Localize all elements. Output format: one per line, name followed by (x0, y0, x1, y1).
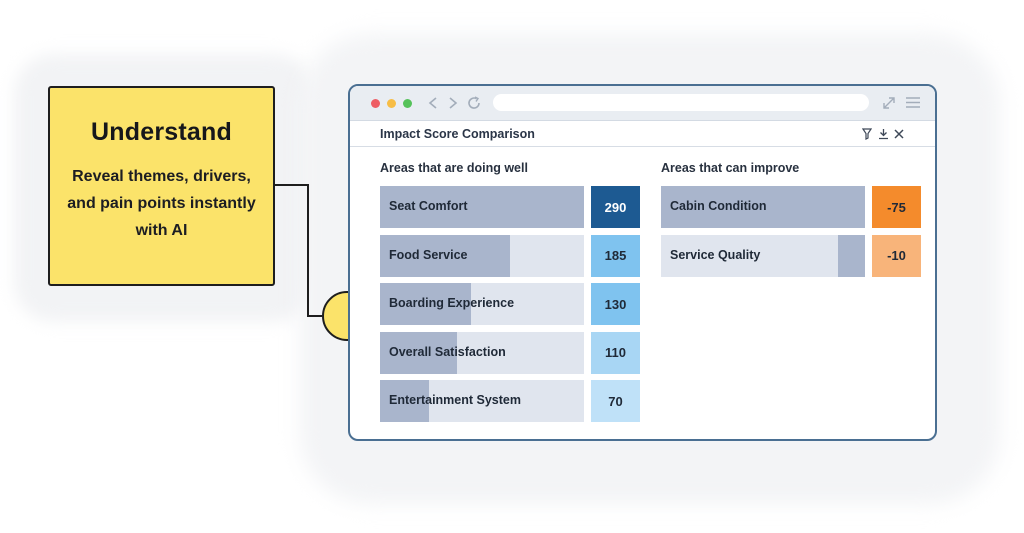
score-row[interactable]: Seat Comfort 290 (380, 186, 640, 228)
close-window-button[interactable] (371, 99, 380, 108)
callout-line: Reveal themes, drivers, (72, 168, 251, 185)
score-row[interactable]: Entertainment System 70 (380, 380, 640, 422)
score-bar-fill (380, 186, 584, 228)
score-bar-fill (380, 234, 511, 277)
score-label: Seat Comfort (389, 199, 468, 213)
score-bar-track (380, 331, 584, 374)
forward-icon[interactable] (448, 97, 458, 109)
download-icon[interactable] (878, 128, 889, 140)
score-value: 290 (591, 186, 640, 228)
score-bar-track (380, 186, 584, 228)
score-bar-fill (661, 186, 865, 228)
score-bar-fill (837, 234, 865, 277)
callout-line: and pain points instantly (67, 195, 256, 212)
score-label: Food Service (389, 247, 468, 262)
can-improve-heading: Areas that can improve (661, 161, 800, 175)
score-bar-track (380, 234, 584, 277)
menu-icon[interactable] (905, 96, 921, 109)
browser-titlebar (350, 86, 935, 121)
score-label: Service Quality (670, 247, 761, 262)
score-value: 70 (591, 380, 640, 422)
score-value: -10 (872, 234, 921, 277)
score-bar-track (661, 234, 865, 277)
score-label: Overall Satisfaction (389, 344, 506, 359)
score-value: -75 (872, 186, 921, 228)
score-value: 130 (591, 283, 640, 325)
score-row[interactable]: Overall Satisfaction 110 (380, 331, 640, 374)
close-icon[interactable] (894, 129, 904, 139)
callout-text: Reveal themes, drivers, and pain points … (50, 163, 273, 244)
browser-window: Impact Score Comparison Areas that are d… (348, 84, 937, 441)
score-row[interactable]: Service Quality -10 (661, 234, 921, 277)
score-bar-fill (380, 380, 430, 422)
minimize-window-button[interactable] (387, 99, 396, 108)
reload-icon[interactable] (466, 95, 482, 111)
callout-title: Understand (91, 118, 232, 146)
score-row[interactable]: Food Service 185 (380, 234, 640, 277)
understand-callout: Understand Reveal themes, drivers, and p… (48, 86, 275, 286)
maximize-window-button[interactable] (403, 99, 412, 108)
panel-header: Impact Score Comparison (350, 121, 935, 147)
address-bar[interactable] (493, 94, 869, 111)
score-bar-fill (380, 331, 458, 374)
score-label: Cabin Condition (670, 199, 767, 213)
score-bar-track (661, 186, 865, 228)
expand-icon[interactable] (882, 96, 896, 110)
score-label: Boarding Experience (389, 296, 515, 310)
score-row[interactable]: Cabin Condition -75 (661, 186, 921, 228)
callout-line: with AI (135, 222, 188, 239)
score-label: Entertainment System (389, 393, 521, 407)
back-icon[interactable] (428, 97, 438, 109)
score-row[interactable]: Boarding Experience 130 (380, 283, 640, 325)
connector-line (275, 184, 322, 317)
doing-well-heading: Areas that are doing well (380, 161, 528, 175)
score-value: 110 (591, 331, 640, 374)
filter-icon[interactable] (862, 128, 872, 140)
score-bar-track (380, 380, 584, 422)
score-value: 185 (591, 234, 640, 277)
score-bar-track (380, 283, 584, 325)
score-bar-fill (380, 283, 472, 325)
panel-title: Impact Score Comparison (380, 127, 535, 141)
